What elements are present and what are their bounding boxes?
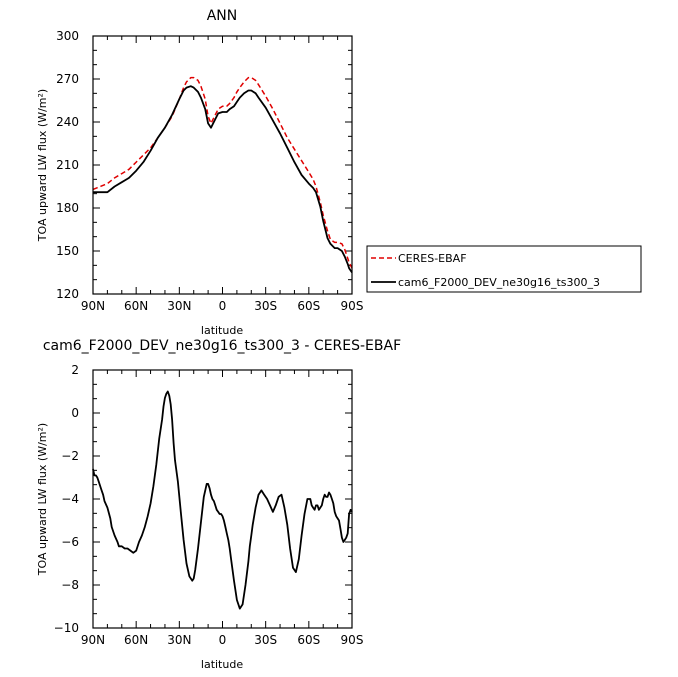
bottom-x-tick-label: 30S (254, 633, 277, 647)
top-y-tick-label: 150 (56, 244, 79, 258)
top-x-tick-label: 60S (297, 299, 320, 313)
bottom-y-tick-label: 2 (71, 363, 79, 377)
bottom-y-tick-label: −4 (61, 492, 79, 506)
legend-box (366, 245, 642, 293)
top-y-axis-label: TOA upward LW flux (W/m²) (36, 89, 49, 242)
bottom-x-axis-label: latitude (201, 658, 243, 671)
top-y-tick-label: 270 (56, 72, 79, 86)
top-y-tick-label: 210 (56, 158, 79, 172)
top-x-tick-label: 60N (124, 299, 148, 313)
top-series-line-0 (92, 76, 353, 269)
top-y-tick-label: 180 (56, 201, 79, 215)
bottom-chart-title: cam6_F2000_DEV_ne30g16_ts300_3 - CERES-E… (43, 338, 401, 354)
bottom-x-tick-label: 30N (167, 633, 191, 647)
legend: CERES-EBAF cam6_F2000_DEV_ne30g16_ts300_… (366, 245, 642, 293)
top-x-tick-label: 90N (81, 299, 105, 313)
bottom-plot-frame (92, 369, 353, 629)
top-x-tick-label: 0 (219, 299, 227, 313)
bottom-y-tick-label: 0 (71, 406, 79, 420)
bottom-series-line-0 (92, 390, 353, 610)
top-plot-frame (92, 35, 353, 295)
bottom-panel: cam6_F2000_DEV_ne30g16_ts300_3 - CERES-E… (36, 338, 401, 671)
top-y-tick-label: 120 (56, 287, 79, 301)
bottom-x-tick-label: 90S (341, 633, 364, 647)
bottom-y-tick-label: −2 (61, 449, 79, 463)
bottom-x-tick-label: 60N (124, 633, 148, 647)
bottom-y-tick-label: −8 (61, 578, 79, 592)
top-series-line-1 (93, 85, 353, 274)
bottom-y-tick-label: −6 (61, 535, 79, 549)
top-y-tick-label: 300 (56, 29, 79, 43)
top-x-tick-label: 30N (167, 299, 191, 313)
legend-label-ceres-ebaf: CERES-EBAF (398, 252, 467, 265)
top-y-tick-label: 240 (56, 115, 79, 129)
top-x-axis-label: latitude (201, 324, 243, 337)
bottom-x-tick-label: 0 (219, 633, 227, 647)
top-x-tick-label: 30S (254, 299, 277, 313)
top-chart-title: ANN (207, 8, 238, 24)
top-panel: ANN 90N 60N 30N 0 30S 60S 90S 120 150 180 210 240 27… (36, 8, 363, 337)
bottom-y-axis-label: TOA upward LW flux (W/m²) (36, 423, 49, 576)
bottom-x-tick-label: 90N (81, 633, 105, 647)
bottom-x-tick-label: 60S (297, 633, 320, 647)
legend-label-cam6: cam6_F2000_DEV_ne30g16_ts300_3 (398, 276, 600, 289)
bottom-y-tick-label: −10 (54, 621, 79, 635)
top-x-tick-label: 90S (341, 299, 364, 313)
